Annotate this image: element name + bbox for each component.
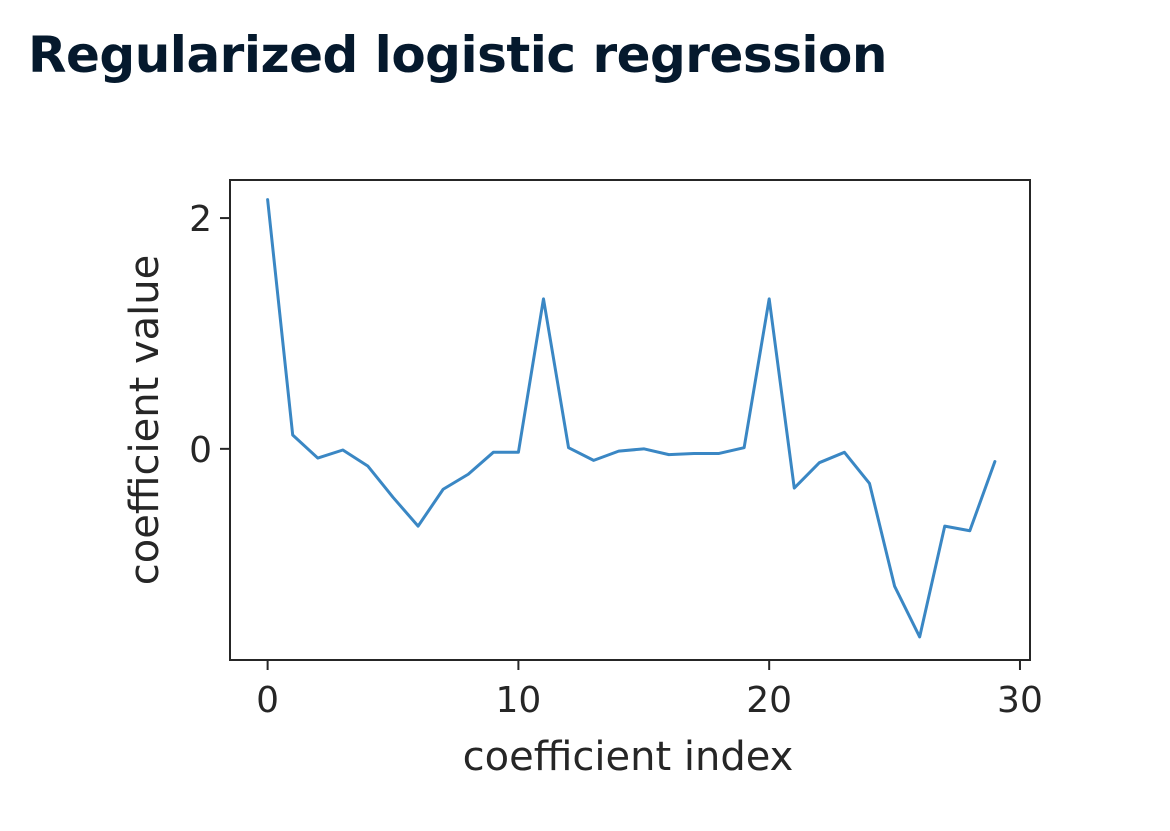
x-tick-label: 30: [997, 680, 1043, 721]
plot-area: [266, 198, 997, 639]
series-line-0: [266, 198, 997, 639]
x-axis-ticks: 0 10 20 30: [256, 660, 1043, 721]
x-tick-label: 20: [746, 680, 792, 721]
x-tick-label: 10: [495, 680, 541, 721]
x-tick-label: 0: [256, 680, 279, 721]
y-tick-label: 0: [189, 430, 212, 471]
slide-title: Regularized logistic regression: [28, 26, 888, 84]
y-axis-ticks: 02: [189, 199, 230, 471]
x-axis-label: coefficient index: [463, 734, 794, 780]
y-tick-label: 2: [189, 199, 212, 240]
plot-frame: [229, 179, 1031, 661]
y-axis-label: coefficient value: [122, 255, 168, 585]
